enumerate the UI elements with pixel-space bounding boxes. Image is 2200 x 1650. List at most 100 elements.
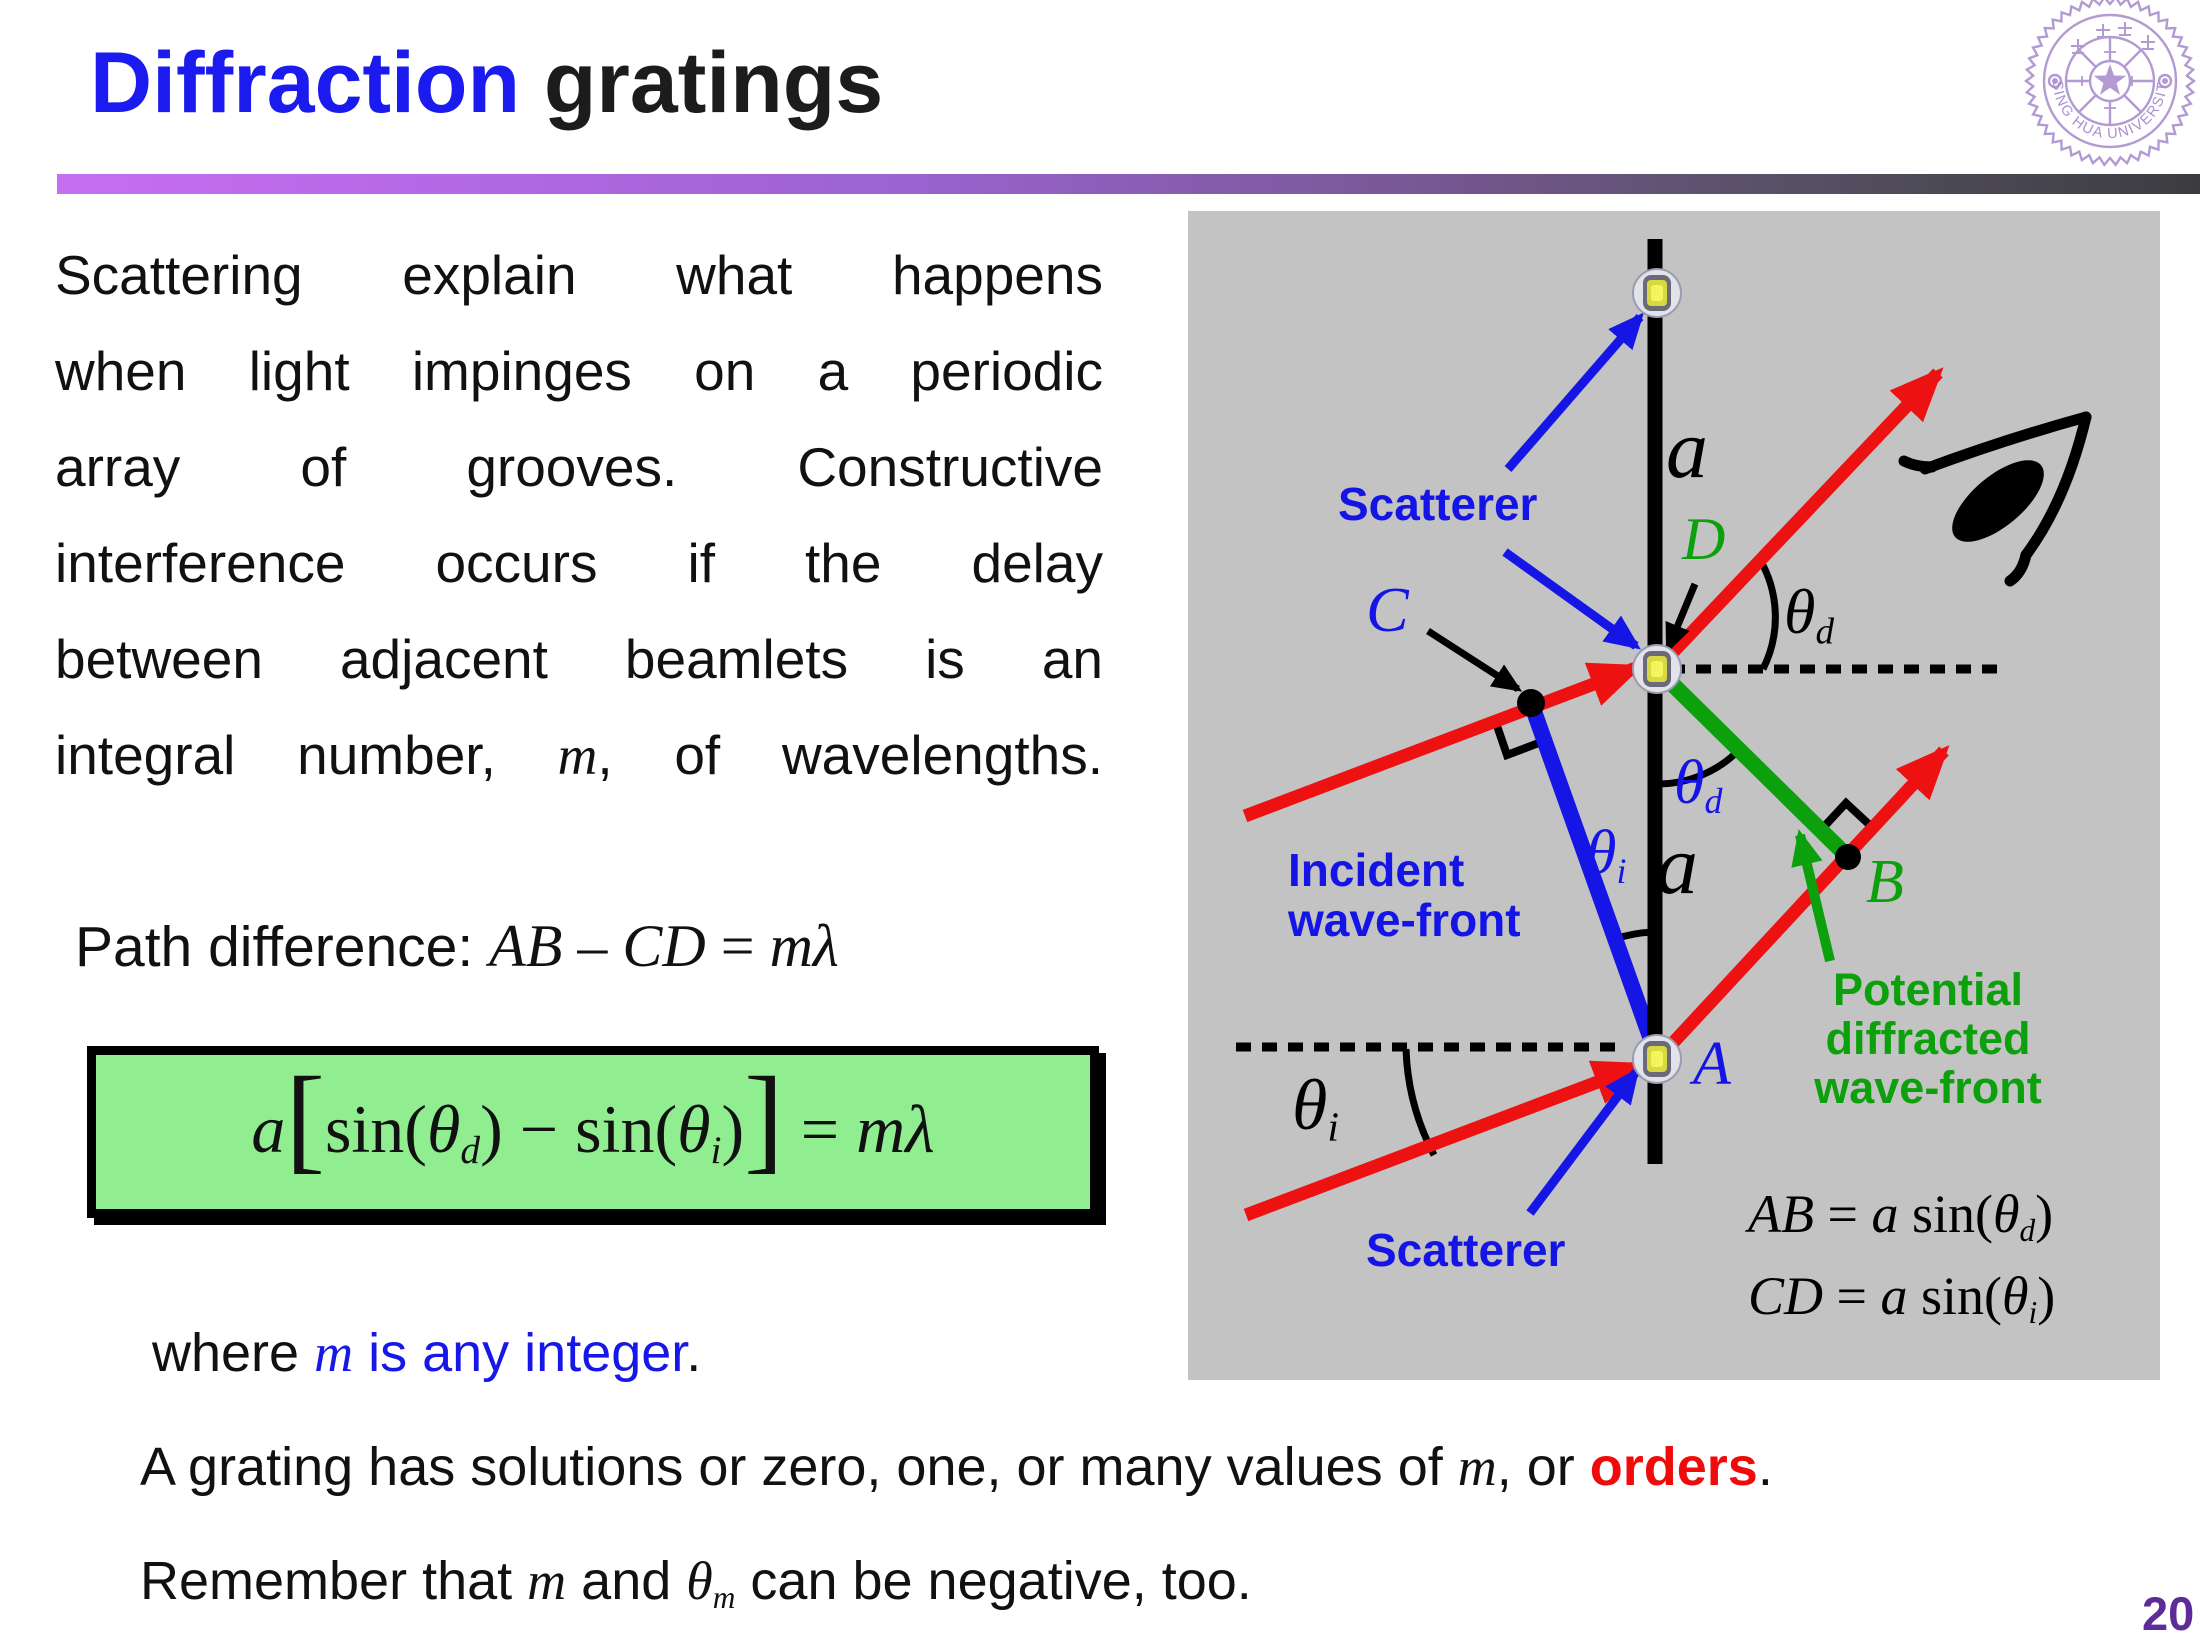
paragraph-line: integral number, m, of wavelengths. bbox=[55, 720, 1103, 816]
text-segment: = bbox=[1823, 1266, 1881, 1326]
subscript: i bbox=[2028, 1294, 2038, 1330]
word: m, bbox=[557, 724, 613, 786]
text-segment: , or bbox=[1496, 1437, 1590, 1497]
path-difference-line: Path difference: AB – CD = mλ bbox=[75, 912, 839, 981]
text-segment: m bbox=[314, 1323, 354, 1383]
equation-CD: CD = a sin(θi) bbox=[1748, 1266, 2055, 1330]
word: periodic bbox=[910, 340, 1103, 402]
text-segment: sin( bbox=[324, 1091, 427, 1168]
word: number, bbox=[297, 724, 496, 786]
right-angle-mark-B bbox=[1817, 797, 1877, 834]
page-number: 20 bbox=[2142, 1587, 2195, 1640]
point-A-label: A bbox=[1693, 1030, 1731, 1098]
scatterer-pointer-middle bbox=[1502, 548, 1641, 650]
text-segment: sin( bbox=[575, 1091, 678, 1168]
text-segment: − bbox=[502, 1091, 576, 1168]
spacing-a-label-top: a bbox=[1666, 403, 1708, 496]
text-segment: Remember that bbox=[140, 1551, 528, 1611]
seal-rosettes bbox=[2047, 73, 2173, 89]
pointer-arrows bbox=[1426, 312, 1835, 1216]
subscript: d bbox=[2019, 1212, 2036, 1248]
word: happens bbox=[891, 244, 1103, 306]
text-segment: m bbox=[769, 913, 813, 979]
point-C-label: C bbox=[1366, 574, 1409, 645]
text-segment: . bbox=[686, 1323, 702, 1383]
word: when bbox=[55, 340, 187, 402]
point-B-dot bbox=[1835, 844, 1861, 870]
point-C-dot bbox=[1517, 689, 1545, 717]
text-segment: = bbox=[783, 1091, 857, 1168]
text-segment: m bbox=[1457, 1437, 1497, 1497]
paragraph-line: array of grooves. Constructive bbox=[55, 432, 1103, 528]
text-segment: a bbox=[1871, 1184, 1899, 1244]
orders-line: A grating has solutions or zero, one, or… bbox=[140, 1436, 1773, 1498]
scatterer-bead-top bbox=[1632, 268, 1682, 318]
theta-d-label-black: θd bbox=[1784, 579, 1834, 651]
subscript: d bbox=[1815, 611, 1834, 653]
scatterer-pointer-top bbox=[1504, 312, 1644, 472]
word: array bbox=[55, 436, 181, 498]
word: interference bbox=[55, 532, 346, 594]
equation-AB: AB = a sin(θd) bbox=[1748, 1184, 2053, 1248]
text-segment: a bbox=[251, 1091, 286, 1168]
text-segment: θm bbox=[686, 1551, 736, 1615]
D-pointer-arrow bbox=[1664, 582, 1699, 654]
incident-label-line2: wave-front bbox=[1288, 894, 1521, 946]
word: integral bbox=[55, 724, 236, 786]
text-segment: AB bbox=[489, 913, 563, 979]
text-segment: can be negative, too. bbox=[735, 1551, 1252, 1611]
word: beamlets bbox=[624, 628, 849, 690]
title-underline-gradient-bar bbox=[57, 174, 2200, 194]
subscript: d bbox=[1704, 781, 1723, 822]
word: between bbox=[55, 628, 263, 690]
title-word-gratings: gratings bbox=[520, 35, 884, 131]
word: adjacent bbox=[339, 628, 548, 690]
paragraph-line: between adjacent beamlets is an bbox=[55, 624, 1103, 720]
scatterer-beads bbox=[1632, 268, 1682, 1084]
eye-icon bbox=[1898, 411, 2092, 587]
scatterer-pointer-bottom bbox=[1526, 1067, 1640, 1216]
arc-theta-d-upper bbox=[1755, 556, 1779, 671]
word: wavelengths. bbox=[781, 724, 1103, 786]
text-segment: – bbox=[562, 913, 623, 979]
word: Scattering bbox=[55, 244, 303, 306]
diagram-canvas bbox=[1236, 239, 2092, 1222]
diffracted-ray-upper bbox=[1652, 367, 1944, 674]
right-angle-mark-C bbox=[1490, 715, 1546, 761]
diffracted-ray-lower bbox=[1653, 745, 1950, 1064]
text-segment: m bbox=[856, 1091, 906, 1168]
text-segment: sin( bbox=[1898, 1184, 1993, 1244]
grating-equation: a[sin(θd) − sin(θi)] = mλ bbox=[251, 1059, 934, 1178]
subscript: d bbox=[460, 1128, 481, 1173]
seal-latin-text: TSING HUA UNIVERSITY bbox=[2020, 0, 2171, 142]
light-rays bbox=[1242, 367, 1950, 1222]
text-segment: where bbox=[152, 1323, 315, 1383]
seal-star-icon bbox=[2093, 64, 2127, 95]
word: of bbox=[674, 724, 721, 786]
word: delay bbox=[971, 532, 1103, 594]
text-segment: CD bbox=[1748, 1266, 1824, 1326]
text-segment: θi bbox=[677, 1091, 722, 1173]
word: explain bbox=[402, 244, 577, 306]
potential-label-line2: diffracted bbox=[1825, 1013, 2031, 1064]
word: impinges bbox=[411, 340, 632, 402]
word: the bbox=[805, 532, 882, 594]
word: an bbox=[1041, 628, 1103, 690]
text-segment: = bbox=[1813, 1184, 1872, 1244]
text-segment: ) bbox=[480, 1091, 503, 1168]
subscript: i bbox=[1327, 1104, 1339, 1151]
incident-wavefront-line bbox=[1523, 700, 1666, 1062]
incident-ray-lower bbox=[1243, 1059, 1648, 1222]
text-segment: is any integer bbox=[353, 1323, 687, 1383]
word: if bbox=[687, 532, 715, 594]
text-segment: θi bbox=[1586, 819, 1627, 892]
text-segment: θd bbox=[1784, 576, 1834, 653]
remember-line: Remember that m and θm can be negative, … bbox=[140, 1550, 1252, 1616]
text-segment: θi bbox=[2001, 1266, 2038, 1330]
potential-wavefront-pointer bbox=[1791, 829, 1835, 963]
spacing-a-label-bottom: a bbox=[1656, 819, 1698, 912]
text-segment: orders bbox=[1589, 1437, 1758, 1497]
paragraph-line: interference occurs if the delay bbox=[55, 528, 1103, 624]
paragraph-line: Scattering explain what happens bbox=[55, 240, 1103, 336]
